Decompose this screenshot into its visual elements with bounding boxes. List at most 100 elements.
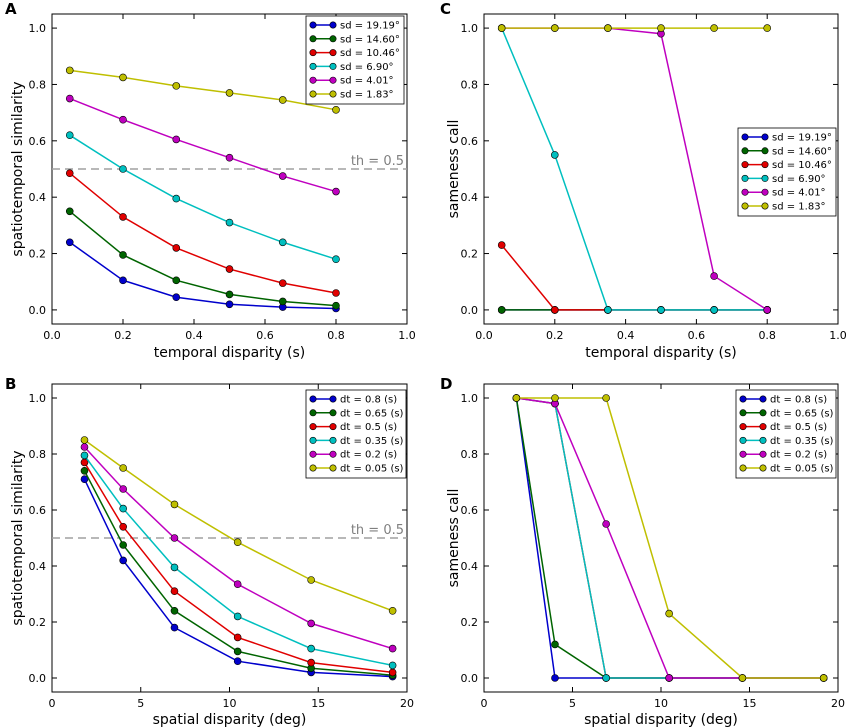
data-point [665, 674, 673, 682]
data-point [225, 265, 234, 273]
data-point [225, 89, 234, 97]
data-point [119, 213, 127, 221]
legend-marker [329, 21, 337, 29]
series-6 [80, 436, 397, 615]
data-point [170, 623, 179, 632]
data-point [388, 644, 397, 653]
x-tick-label: 0.0 [43, 329, 61, 342]
x-tick-label: 0 [481, 697, 488, 710]
y-tick-label: 0.8 [461, 448, 479, 461]
legend-marker [309, 423, 317, 431]
panel-letter: D [440, 375, 452, 393]
legend-marker [741, 188, 749, 196]
series-1 [65, 238, 340, 313]
y-tick-label: 0.6 [29, 135, 47, 148]
data-point [602, 674, 610, 682]
data-point [119, 541, 127, 549]
legend-marker [329, 436, 337, 444]
data-point [170, 587, 179, 596]
legend-label: dt = 0.35 (s) [770, 436, 834, 447]
legend-label: sd = 14.60° [772, 146, 832, 157]
legend-box [305, 15, 405, 105]
y-tick-label: 0.6 [461, 135, 479, 148]
data-point [119, 464, 127, 472]
data-point [119, 165, 127, 173]
legend-label: sd = 6.90° [772, 174, 826, 185]
y-tick-label: 0.4 [29, 560, 47, 573]
legend-label: dt = 0.8 (s) [770, 395, 827, 406]
data-point [119, 522, 127, 531]
data-point [497, 241, 506, 249]
data-point [65, 207, 74, 216]
legend-marker [329, 90, 337, 98]
y-tick-label: 1.0 [461, 22, 479, 35]
data-point [65, 66, 74, 75]
legend-label: sd = 6.90° [340, 62, 394, 73]
y-tick-label: 0.0 [29, 304, 47, 317]
data-point [119, 73, 127, 82]
panel-letter: A [5, 0, 17, 18]
x-tick-label: 5 [137, 697, 144, 710]
data-point [119, 556, 127, 565]
legend-label: sd = 1.83° [340, 90, 394, 101]
y-axis-label: spatiotemporal similarity [10, 450, 26, 625]
legend-marker [741, 133, 749, 141]
data-point [602, 394, 610, 402]
series-line [501, 27, 768, 311]
legend-marker [309, 49, 317, 57]
data-point [225, 290, 234, 299]
legend-marker [739, 436, 747, 444]
x-tick-label: 0.0 [475, 329, 493, 342]
data-point [550, 306, 559, 314]
legend-marker [759, 464, 767, 472]
y-tick-label: 0.8 [29, 78, 47, 91]
legend-marker [309, 436, 317, 444]
y-tick-label: 0.6 [461, 504, 479, 517]
legend-marker [309, 90, 317, 98]
data-point [278, 238, 287, 247]
legend-marker [759, 436, 767, 444]
y-axis-label: sameness call [446, 120, 462, 219]
y-tick-label: 0.2 [461, 248, 479, 261]
series-line [69, 172, 337, 294]
series-line [84, 439, 393, 612]
legend-marker [329, 76, 337, 84]
legend-marker [309, 450, 317, 458]
data-point [710, 306, 718, 314]
x-tick-label: 0.4 [185, 329, 203, 342]
data-point [550, 24, 559, 32]
series-line [69, 134, 337, 260]
y-tick-label: 0.0 [461, 304, 479, 317]
y-tick-label: 1.0 [29, 392, 47, 405]
legend-marker [309, 464, 317, 472]
legend: sd = 19.19° sd = 14.60° sd = 10.46° sd = 6.… [305, 15, 405, 105]
data-point [65, 169, 74, 178]
data-point [551, 674, 559, 682]
data-point [80, 451, 89, 460]
data-point [657, 306, 665, 314]
legend-label: sd = 1.83° [772, 202, 826, 213]
x-tick-label: 0.6 [688, 329, 706, 342]
series-6 [65, 66, 340, 114]
data-point [819, 674, 828, 682]
legend-box [735, 389, 837, 479]
data-point [225, 218, 234, 227]
x-tick-label: 0.2 [114, 329, 132, 342]
x-tick-label: 10 [654, 697, 668, 710]
data-point [497, 24, 506, 32]
series-line [69, 97, 337, 193]
series-line [516, 397, 824, 679]
series-2 [80, 466, 397, 680]
x-tick-label: 0.8 [327, 329, 345, 342]
data-point [307, 619, 315, 628]
data-point [710, 24, 718, 32]
data-point [80, 436, 89, 444]
data-point [119, 276, 127, 285]
data-point [710, 272, 718, 280]
legend-marker [759, 395, 767, 403]
legend-marker [329, 395, 337, 403]
data-point [65, 131, 74, 139]
data-point [80, 466, 89, 475]
series-4 [65, 131, 340, 263]
legend-label: dt = 0.5 (s) [770, 422, 827, 433]
